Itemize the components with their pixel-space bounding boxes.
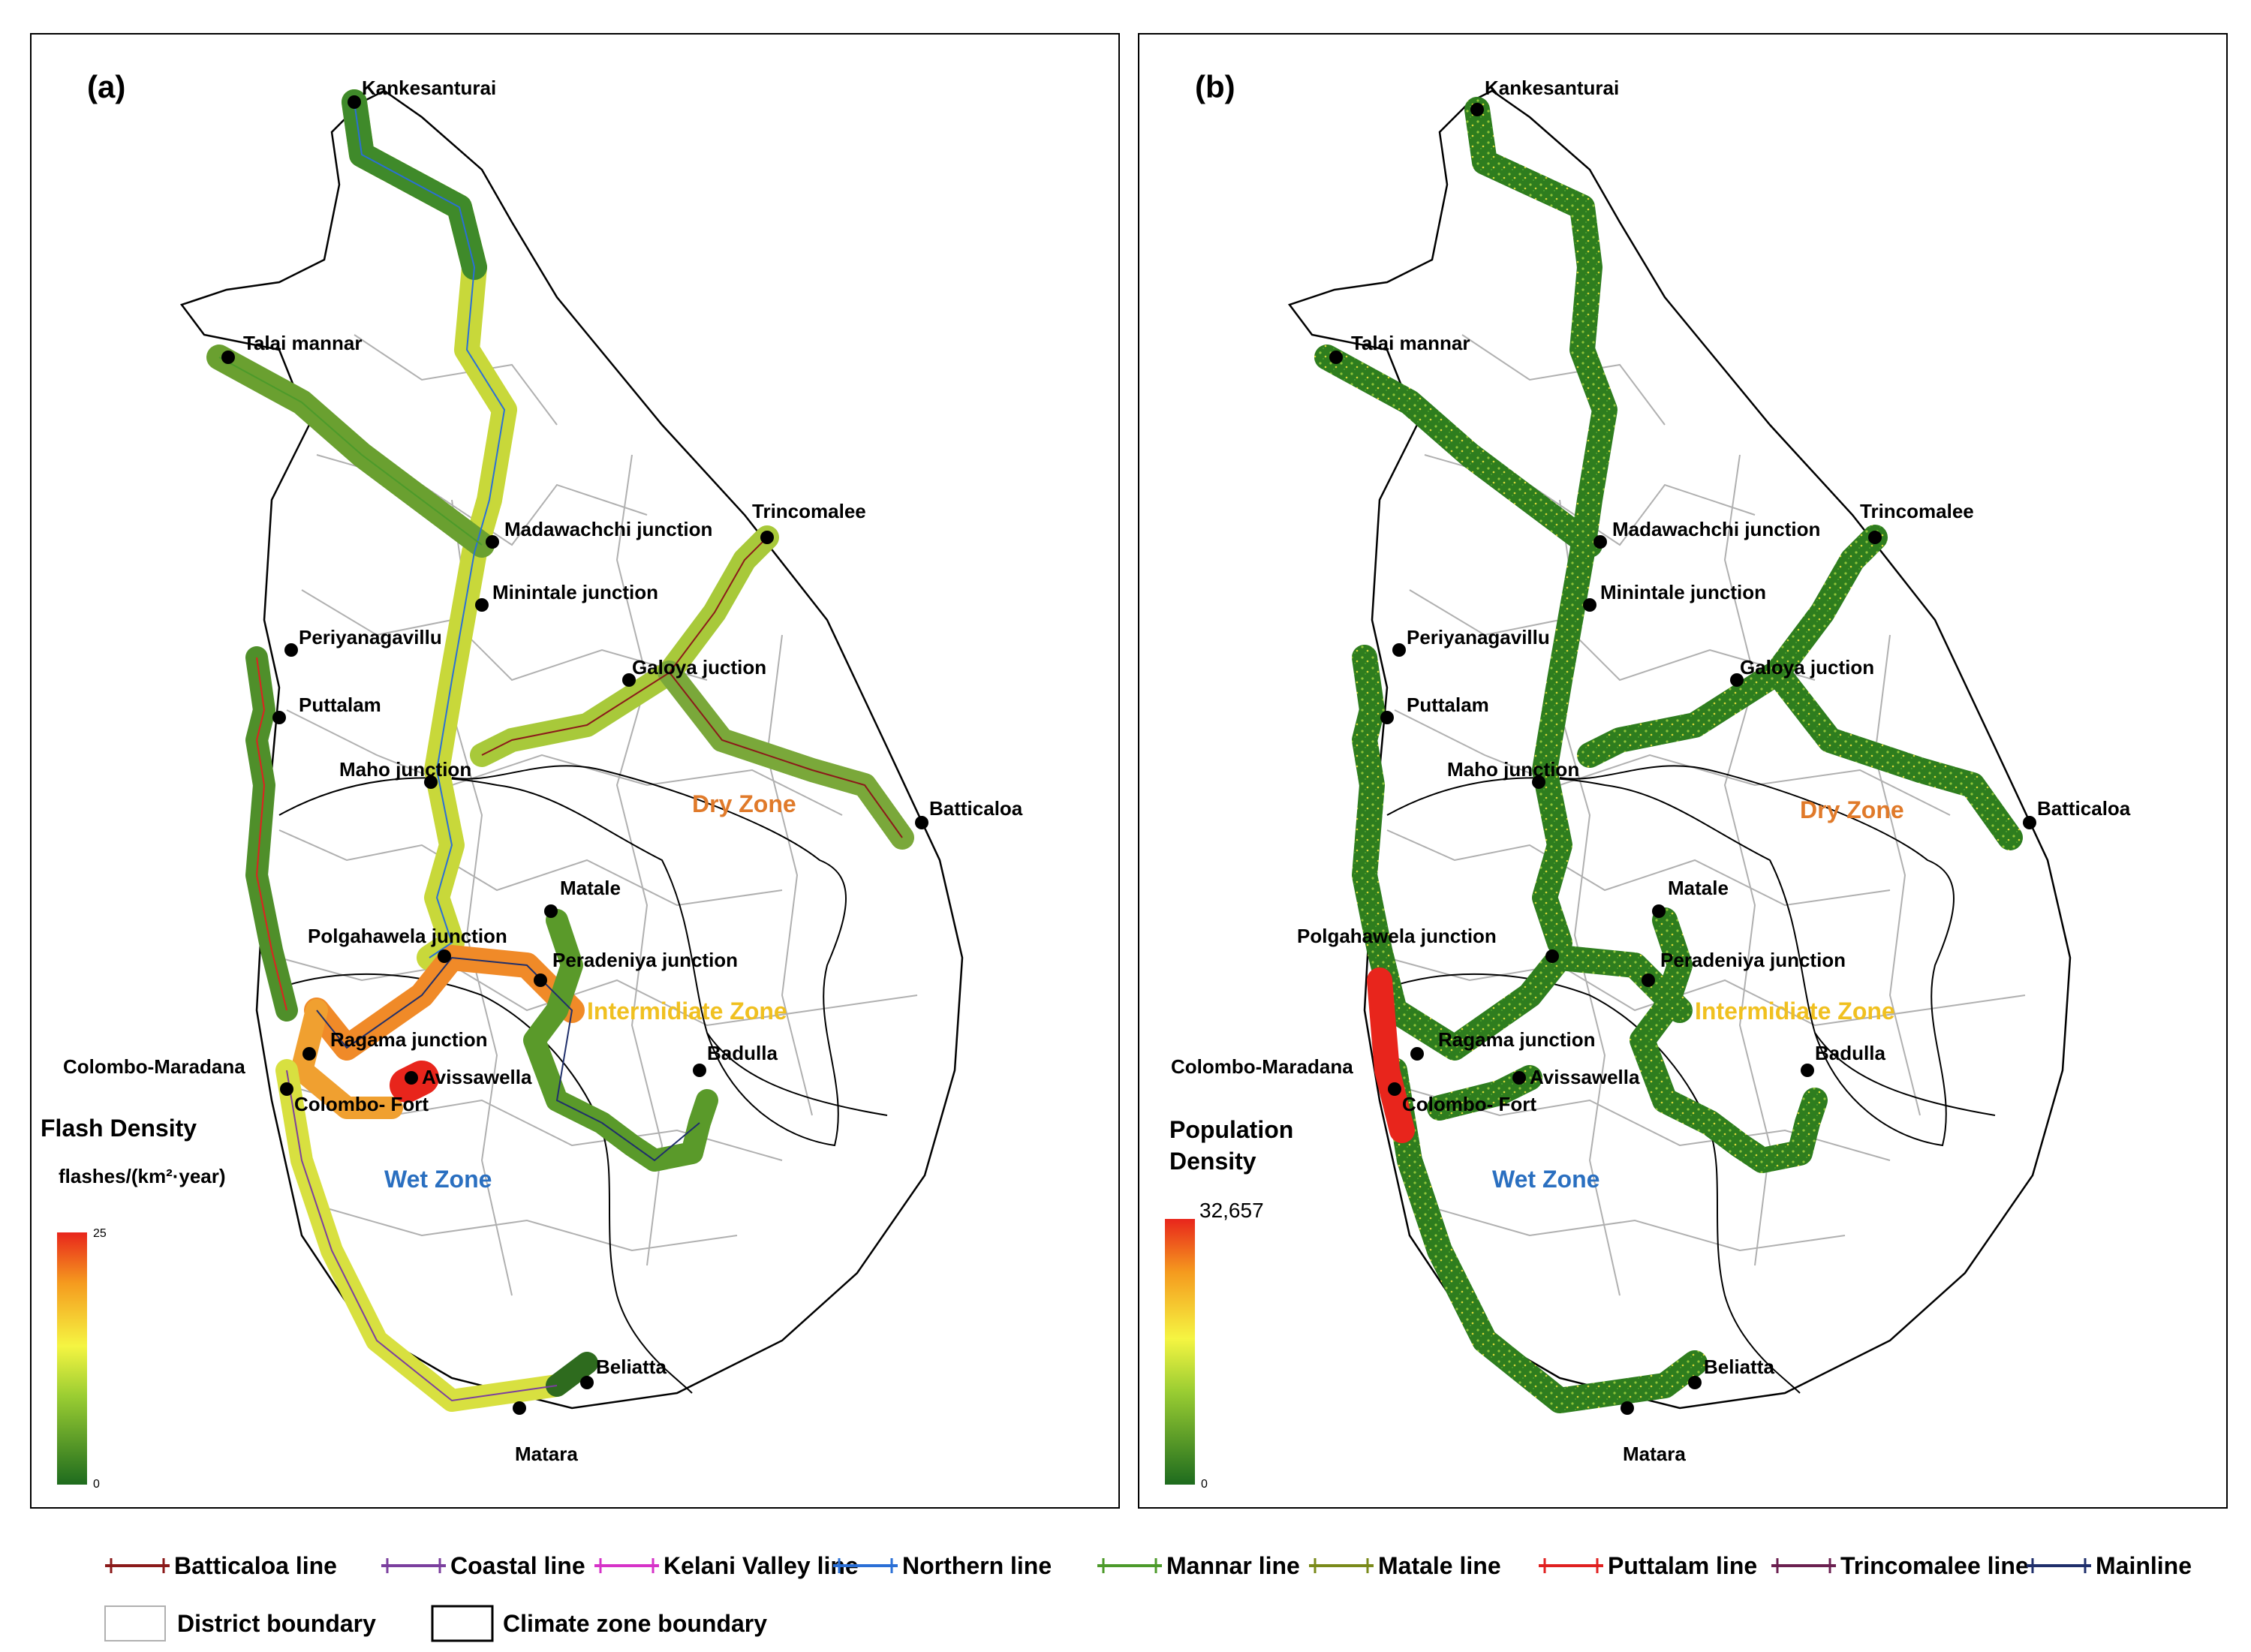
station-periyanagavillu: Periyanagavillu	[299, 626, 442, 648]
zone-dry: Dry Zone	[692, 790, 796, 817]
station-minintale: Minintale junction	[492, 581, 658, 603]
station-batticaloa: Batticaloa	[2037, 797, 2131, 820]
colorbar-max: 32,657	[1199, 1199, 1264, 1222]
station-dots	[221, 95, 928, 1415]
station-peradeniya: Peradeniya junction	[1660, 949, 1846, 971]
legend-line-label: Mannar line	[1166, 1552, 1300, 1579]
colorbar-min: 0	[93, 1478, 100, 1491]
zone-intermediate: Intermidiate Zone	[587, 998, 787, 1025]
station-kankesanturai: Kankesanturai	[362, 77, 496, 99]
station-galoya: Galoya juction	[632, 656, 766, 679]
station-colombo-maradana: Colombo-Maradana	[63, 1055, 245, 1078]
station-badulla: Badulla	[1815, 1042, 1885, 1064]
island-outline	[1287, 89, 2072, 1410]
station-madawachchi: Madawachchi junction	[504, 518, 712, 540]
station-avissawella: Avissawella	[1530, 1066, 1640, 1088]
station-trincomalee: Trincomalee	[1860, 500, 1974, 522]
legend-line-label: Northern line	[902, 1552, 1052, 1579]
station-ragama: Ragama junction	[330, 1028, 487, 1051]
colorbar	[57, 1232, 87, 1485]
legend-climate-label: Climate zone boundary	[503, 1610, 767, 1637]
zone-wet: Wet Zone	[1492, 1166, 1599, 1193]
station-maho: Maho junction	[1447, 758, 1579, 781]
station-matale: Matale	[560, 877, 621, 899]
legend-line-label: Coastal line	[450, 1552, 585, 1579]
colorbar-max: 25	[93, 1227, 107, 1240]
flash-density-map: Kankesanturai Talai mannar Trincomalee M…	[41, 69, 1023, 1491]
station-talai-mannar: Talai mannar	[243, 332, 362, 354]
panel-label: (b)	[1195, 69, 1235, 104]
rail-route-band	[1314, 97, 2023, 1413]
station-polgahawela: Polgahawela junction	[308, 925, 507, 947]
legend-district-label: District boundary	[177, 1610, 376, 1637]
colorbar	[1165, 1219, 1195, 1485]
station-puttalam: Puttalam	[299, 694, 381, 716]
legend-line-label: Matale line	[1378, 1552, 1501, 1579]
urban-hotspot	[1367, 967, 1415, 1143]
island-outline	[179, 89, 964, 1410]
population-density-map: Kankesanturai Talai mannar Trincomalee M…	[1165, 69, 2131, 1491]
station-maho: Maho junction	[339, 758, 471, 781]
station-periyanagavillu: Periyanagavillu	[1407, 626, 1550, 648]
station-colombo-fort: Colombo- Fort	[294, 1093, 429, 1115]
station-matara: Matara	[1623, 1443, 1686, 1465]
rail-lines	[218, 101, 903, 1402]
colorbar-min: 0	[1201, 1478, 1208, 1491]
map-legend: Batticaloa line Coastal line Kelani Valley…	[0, 1524, 2251, 1648]
legend-district-swatch	[104, 1605, 166, 1641]
station-ragama: Ragama junction	[1438, 1028, 1595, 1051]
legend-line-label: Kelani Valley line	[664, 1552, 859, 1579]
panel-label: (a)	[87, 69, 125, 104]
station-colombo-maradana: Colombo-Maradana	[1171, 1055, 1353, 1078]
station-trincomalee: Trincomalee	[752, 500, 866, 522]
colorbar-title-1: Population	[1169, 1116, 1293, 1143]
colorbar-title-1: Flash Density	[41, 1115, 197, 1142]
station-talai-mannar: Talai mannar	[1351, 332, 1470, 354]
station-galoya: Galoya juction	[1740, 656, 1874, 679]
station-minintale: Minintale junction	[1600, 581, 1766, 603]
legend-line-label: Trincomalee line	[1840, 1552, 2029, 1579]
legend-svg: Batticaloa line Coastal line Kelani Valley…	[104, 1552, 2192, 1642]
colorbar-title-2: flashes/(km²·year)	[59, 1165, 226, 1187]
station-badulla: Badulla	[707, 1042, 778, 1064]
station-peradeniya: Peradeniya junction	[552, 949, 738, 971]
station-beliatta: Beliatta	[1704, 1356, 1774, 1378]
station-batticaloa: Batticaloa	[929, 797, 1023, 820]
station-colombo-fort: Colombo- Fort	[1402, 1093, 1536, 1115]
legend-line-label: Mainline	[2096, 1552, 2192, 1579]
station-matale: Matale	[1668, 877, 1729, 899]
legend-line-label: Puttalam line	[1608, 1552, 1757, 1579]
station-polgahawela: Polgahawela junction	[1297, 925, 1497, 947]
colorbar-title-2: Density	[1169, 1148, 1256, 1175]
map-panel-b: Kankesanturai Talai mannar Trincomalee M…	[1138, 33, 2228, 1509]
map-panel-a: Kankesanturai Talai mannar Trincomalee M…	[30, 33, 1120, 1509]
zone-intermediate: Intermidiate Zone	[1695, 998, 1895, 1025]
station-beliatta: Beliatta	[596, 1356, 667, 1378]
station-matara: Matara	[515, 1443, 578, 1465]
station-avissawella: Avissawella	[422, 1066, 532, 1088]
zone-wet: Wet Zone	[384, 1166, 492, 1193]
legend-line-label: Batticaloa line	[174, 1552, 337, 1579]
station-madawachchi: Madawachchi junction	[1612, 518, 1820, 540]
legend-climate-swatch	[431, 1605, 494, 1642]
station-kankesanturai: Kankesanturai	[1485, 77, 1619, 99]
zone-dry: Dry Zone	[1800, 796, 1904, 823]
station-puttalam: Puttalam	[1407, 694, 1489, 716]
